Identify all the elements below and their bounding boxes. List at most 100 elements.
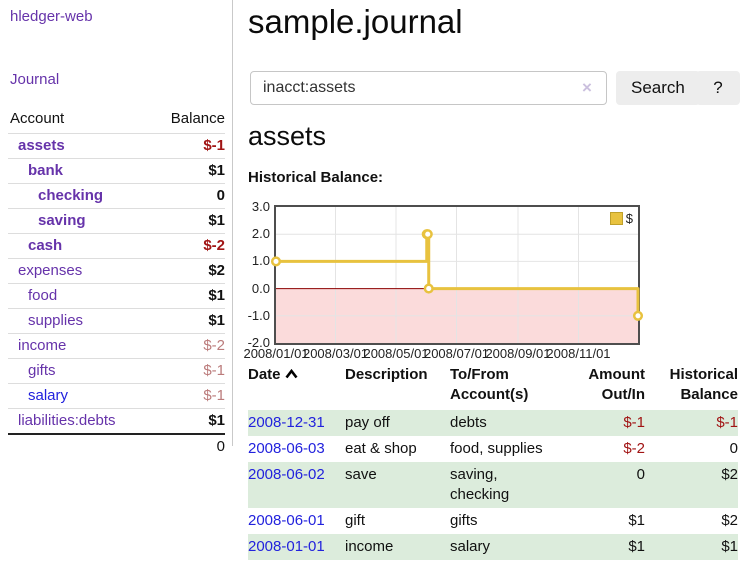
transaction-amount: $1	[628, 538, 645, 555]
x-axis-tick-label: 2008/01/01	[243, 346, 309, 361]
data-point-marker	[423, 283, 434, 294]
transaction-amount: $-1	[623, 414, 645, 431]
transaction-date-link[interactable]: 2008-12-31	[248, 414, 325, 431]
sidebar-item-journal[interactable]: Journal	[10, 71, 60, 88]
account-row: expenses $2	[8, 258, 225, 284]
y-axis-tick-label: 1.0	[251, 253, 270, 269]
accounts-column-header: To/From Account(s)	[450, 366, 529, 403]
x-axis-tick-label: 2008/03/01	[302, 346, 369, 361]
account-link-gifts[interactable]: gifts	[28, 362, 56, 379]
account-row: assets $-1	[8, 133, 225, 159]
accounts-table-header: Account Balance	[8, 106, 225, 134]
account-balance: $1	[208, 212, 225, 229]
transaction-amount: $-2	[623, 440, 645, 457]
x-axis-tick-label: 2008/11/01	[546, 346, 611, 361]
balance-column-header: Historical Balance	[669, 366, 738, 403]
account-link-supplies[interactable]: supplies	[28, 312, 84, 329]
account-link-liabilities-debts[interactable]: liabilities:debts	[18, 412, 116, 429]
amount-column-header: Amount Out/In	[588, 366, 645, 403]
clear-search-icon[interactable]: ×	[582, 78, 592, 97]
account-balance: $1	[208, 412, 225, 429]
y-axis-tick-label: -1.0	[247, 307, 270, 323]
transaction-amount: $1	[628, 512, 645, 529]
balance-column-header: Balance	[170, 110, 225, 127]
chart-x-axis: 2008/01/01 2008/03/01 2008/05/01 2008/07/01…	[243, 346, 638, 362]
account-link-cash[interactable]: cash	[28, 237, 63, 254]
transaction-accounts: saving, checking	[450, 466, 510, 503]
transaction-date-link[interactable]: 2008-01-01	[248, 538, 325, 555]
date-column-header[interactable]: Date	[248, 364, 345, 410]
transaction-accounts: food, supplies	[450, 440, 543, 457]
account-link-salary[interactable]: salary	[28, 387, 69, 404]
transaction-accounts: debts	[450, 414, 487, 431]
account-row: saving $1	[8, 208, 225, 234]
chart-title: Historical Balance:	[248, 169, 384, 186]
account-balance: $1	[208, 287, 225, 304]
accounts-table: Account Balance assets $-1 bank $1 check…	[8, 106, 225, 459]
transaction-row: 2008-06-03 eat & shop food, supplies $-2…	[248, 436, 738, 462]
transaction-description: save	[345, 466, 377, 483]
sidebar: hledger-web Journal Account Balance asse…	[0, 0, 233, 455]
transaction-date-link[interactable]: 2008-06-02	[248, 466, 325, 483]
x-axis-tick-label: 2008/07/01	[423, 346, 490, 361]
data-point-marker	[422, 229, 433, 240]
transaction-accounts: gifts	[450, 512, 478, 529]
account-link-assets[interactable]: assets	[18, 137, 65, 154]
account-link-checking[interactable]: checking	[38, 187, 104, 204]
account-balance: $-1	[203, 387, 225, 404]
accounts-total-row: 0	[8, 434, 225, 459]
account-balance: 0	[216, 187, 225, 204]
app-logo-link[interactable]: hledger-web	[10, 8, 93, 25]
sort-ascending-icon	[284, 365, 298, 385]
transaction-row: 2008-06-01 gift gifts $1 $2	[248, 508, 738, 534]
transaction-accounts: salary	[450, 538, 491, 555]
account-row: supplies $1	[8, 308, 225, 334]
account-row: liabilities:debts $1	[8, 408, 225, 435]
accounts-total: 0	[216, 438, 225, 455]
transaction-balance: $1	[721, 538, 738, 555]
account-balance: $2	[208, 262, 225, 279]
account-link-expenses[interactable]: expenses	[18, 262, 83, 279]
account-row: checking 0	[8, 183, 225, 209]
chart-plot-area: $	[270, 205, 644, 345]
transaction-date-link[interactable]: 2008-06-03	[248, 440, 325, 457]
legend-swatch-icon	[609, 212, 623, 225]
transaction-balance: $2	[721, 512, 738, 529]
search-help-button[interactable]: ?	[696, 71, 740, 105]
y-axis-tick-label: -2.0	[247, 335, 270, 350]
account-balance: $1	[208, 162, 225, 179]
chart-legend: $	[609, 211, 633, 226]
transaction-date-link[interactable]: 2008-06-01	[248, 512, 325, 529]
account-balance: $-2	[203, 237, 225, 254]
transaction-row: 2008-12-31 pay off debts $-1 $-1	[248, 410, 738, 436]
page-title: sample.journal	[248, 3, 463, 40]
account-row: income $-2	[8, 333, 225, 359]
account-balance: $-2	[203, 337, 225, 354]
account-row: food $1	[8, 283, 225, 309]
search-button[interactable]: Search	[616, 71, 700, 105]
data-point-marker	[632, 310, 644, 321]
transaction-description: income	[345, 538, 394, 555]
y-axis-tick-label: 3.0	[251, 199, 270, 214]
register-table: Date Description To/From Account(s) Amou…	[248, 364, 738, 560]
y-axis-tick-label: 2.0	[251, 226, 270, 242]
historical-balance-chart: 3.0 2.0 1.0 0.0 -1.0 -2.0 $ 2008/01/01 2008/03…	[243, 199, 742, 362]
register-header-row: Date Description To/From Account(s) Amou…	[248, 364, 738, 410]
transaction-description: eat & shop	[345, 440, 417, 457]
account-row: gifts $-1	[8, 358, 225, 384]
search-form: × Search ?	[250, 71, 742, 105]
x-axis-tick-label: 2008/09/01	[485, 346, 551, 361]
account-link-food[interactable]: food	[28, 287, 58, 304]
data-point-marker	[270, 256, 282, 267]
account-link-saving[interactable]: saving	[38, 212, 86, 229]
transaction-description: gift	[345, 512, 366, 529]
legend-label: $	[625, 211, 633, 226]
account-link-bank[interactable]: bank	[28, 162, 64, 179]
account-row: cash $-2	[8, 233, 225, 259]
transaction-row: 2008-01-01 income salary $1 $1	[248, 534, 738, 560]
account-balance: $-1	[203, 362, 225, 379]
description-column-header: Description	[345, 366, 428, 383]
transaction-balance: 0	[729, 440, 738, 457]
search-input[interactable]	[250, 71, 607, 105]
account-link-income[interactable]: income	[18, 337, 67, 354]
